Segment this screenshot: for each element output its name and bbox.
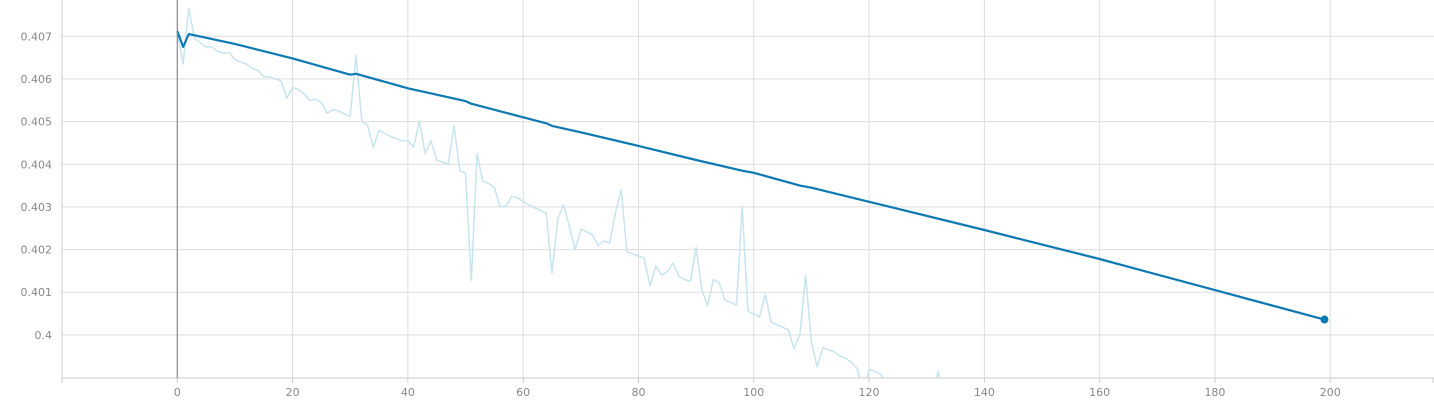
x-tick-label: 140 [974,386,995,399]
grid [62,0,1434,378]
x-tick-label: 100 [743,386,764,399]
x-tick-label: 180 [1204,386,1225,399]
x-tick-label: 80 [631,386,645,399]
x-tick-label: 40 [401,386,415,399]
x-tick-label: 200 [1320,386,1341,399]
last-point-marker [1320,315,1329,324]
y-tick-label: 0.402 [21,244,53,257]
y-tick-label: 0.406 [21,73,53,86]
series-layer [176,7,1329,378]
tick-labels: 0.4 0.401 0.402 0.403 0.404 0.405 0.406 0.407 0 2… [21,30,1341,399]
x-tick-label: 20 [286,386,300,399]
y-tick-label: 0.403 [21,201,53,214]
y-tick-label: 0.4 [35,329,53,342]
axes [61,0,1434,383]
x-tick-label: 0 [174,386,181,399]
x-tick-label: 160 [1089,386,1110,399]
y-tick-label: 0.401 [21,286,53,299]
x-tick-label: 60 [516,386,530,399]
raw-series-line [176,7,941,378]
smoothed-series-line [176,30,1325,321]
y-tick-label: 0.405 [21,116,53,129]
y-tick-label: 0.407 [21,30,53,43]
x-tick-label: 120 [859,386,880,399]
y-tick-label: 0.404 [21,158,53,171]
